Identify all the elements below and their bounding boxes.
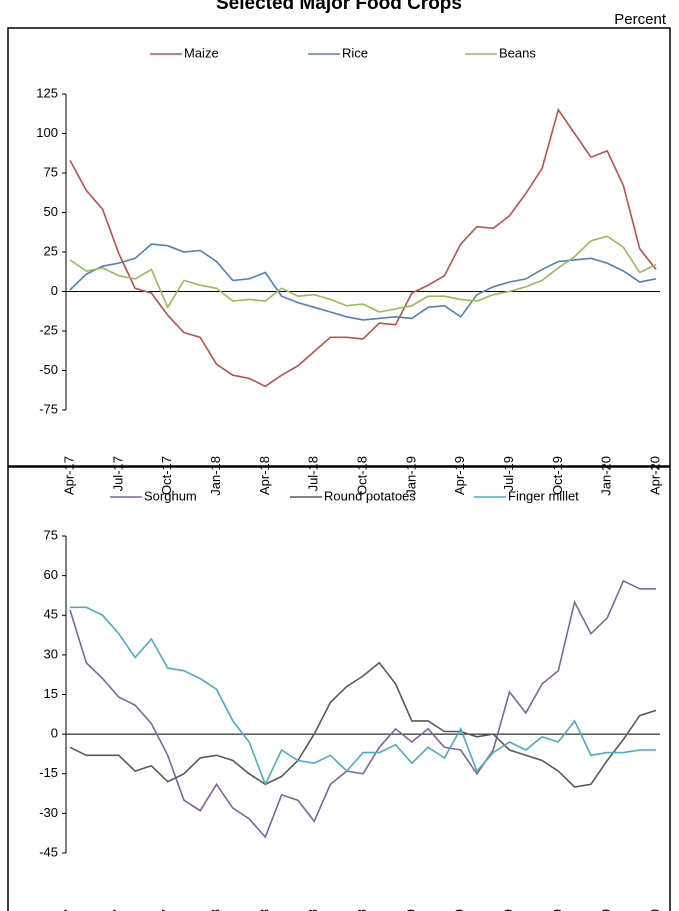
x-tick-label: Jan-20 [599, 909, 614, 911]
x-tick-label: Jan-20 [599, 456, 614, 496]
y-tick-label: -25 [39, 322, 58, 337]
y-tick-label: -15 [39, 765, 58, 780]
x-tick-label: Oct-17 [159, 456, 174, 495]
legend-label: Maize [184, 45, 219, 60]
line-series [69, 243, 657, 321]
legend-label: Round potatoes [324, 488, 416, 503]
line-series [69, 107, 657, 388]
line-series [70, 606, 656, 787]
x-tick-label: Jul-18 [306, 456, 321, 491]
x-tick-label: Apr-17 [61, 909, 76, 911]
unit-label: Percent [614, 11, 667, 28]
x-tick-label: Jul-17 [110, 456, 125, 491]
x-tick-label: Apr-18 [257, 456, 272, 495]
x-tick-label: Apr-20 [647, 909, 662, 911]
legend-label: Rice [342, 45, 368, 60]
x-tick-label: Jul-19 [501, 909, 516, 911]
y-tick-label: 0 [51, 726, 58, 741]
legend-label: Beans [499, 45, 536, 60]
line-series [69, 235, 657, 313]
y-tick-label: -45 [39, 844, 58, 859]
y-tick-label: 100 [36, 125, 58, 140]
legend-label: Sorghum [144, 488, 197, 503]
x-tick-label: Oct-19 [550, 456, 565, 495]
line-series [69, 661, 657, 788]
x-tick-label: Apr-18 [257, 909, 272, 911]
x-tick-label: Oct-18 [354, 909, 369, 911]
chart-title: Selected Major Food Crops [216, 0, 462, 14]
line-series [69, 579, 656, 839]
y-tick-label: 75 [44, 527, 58, 542]
x-tick-label: Apr-19 [452, 456, 467, 495]
y-tick-label: -75 [39, 401, 58, 416]
y-tick-label: 30 [44, 646, 58, 661]
y-tick-label: 125 [36, 85, 58, 100]
y-tick-label: 25 [44, 243, 58, 258]
panel-frame [7, 466, 671, 911]
y-tick-label: 50 [44, 204, 58, 219]
x-tick-label: Oct-19 [550, 909, 565, 911]
x-tick-label: Jul-17 [110, 909, 125, 911]
x-tick-label: Jan-19 [403, 456, 418, 496]
y-tick-label: 0 [51, 283, 58, 298]
y-tick-label: -30 [39, 805, 58, 820]
legend-label: Finger millet [508, 488, 579, 503]
x-tick-label: Jul-19 [501, 456, 516, 491]
y-tick-label: -50 [39, 362, 58, 377]
x-tick-label: Jan-18 [208, 456, 223, 496]
y-tick-label: 75 [44, 164, 58, 179]
x-tick-label: Apr-19 [452, 909, 467, 911]
x-tick-label: Oct-17 [159, 909, 174, 911]
y-tick-label: 60 [44, 567, 58, 582]
x-tick-label: Oct-18 [354, 456, 369, 495]
x-tick-label: Jul-18 [306, 909, 321, 911]
y-tick-label: 15 [44, 686, 58, 701]
panel-frame [7, 27, 671, 467]
x-tick-label: Apr-20 [647, 456, 662, 495]
x-tick-label: Apr-17 [61, 456, 76, 495]
x-tick-label: Jan-18 [208, 909, 223, 911]
x-tick-label: Jan-19 [403, 909, 418, 911]
y-tick-label: 45 [44, 607, 58, 622]
